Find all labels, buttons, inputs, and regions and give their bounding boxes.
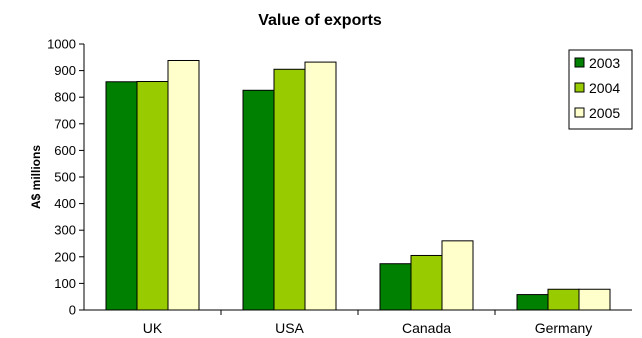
y-tick-label: 300 (54, 223, 76, 238)
y-tick-label: 800 (54, 90, 76, 105)
y-tick-label: 500 (54, 170, 76, 185)
bar-2004-usa (273, 68, 306, 311)
bar-2004-germany (547, 288, 580, 311)
bar-2005-canada (441, 240, 474, 311)
legend-label: 2005 (589, 105, 620, 121)
legend-swatch-2004 (574, 82, 585, 93)
x-category-label: UK (143, 320, 163, 336)
bar-2003-germany (516, 294, 549, 311)
y-tick-label: 1000 (47, 37, 76, 52)
bar-2003-usa (242, 89, 275, 311)
y-tick-label: 400 (54, 196, 76, 211)
x-category-label: USA (275, 320, 304, 336)
y-tick-label: 600 (54, 143, 76, 158)
chart-title: Value of exports (258, 12, 382, 29)
y-tick-label: 100 (54, 276, 76, 291)
legend-swatch-2003 (574, 57, 585, 68)
legend-swatch-2005 (574, 107, 585, 118)
bar-2005-germany (578, 288, 611, 311)
y-tick-label: 900 (54, 63, 76, 78)
x-category-label: Germany (535, 320, 593, 336)
y-tick-label: 700 (54, 116, 76, 131)
bar-2005-usa (304, 61, 337, 311)
bar-2005-uk (167, 59, 200, 311)
legend-label: 2004 (589, 80, 620, 96)
legend-label: 2003 (589, 55, 620, 71)
legend: 2003 2004 2005 (568, 49, 633, 130)
bar-2004-canada (410, 254, 443, 311)
x-category-label: Canada (402, 320, 451, 336)
y-tick-label: 200 (54, 249, 76, 264)
plot-area: 0 100 200 300 400 500 600 700 800 900 1000 UK USA Can… (47, 37, 632, 336)
bar-2003-canada (379, 263, 412, 311)
bar-2004-uk (136, 81, 169, 311)
y-axis-label: A$ millions (29, 145, 43, 209)
bar-2003-uk (105, 81, 138, 311)
y-tick-label: 0 (69, 303, 76, 318)
